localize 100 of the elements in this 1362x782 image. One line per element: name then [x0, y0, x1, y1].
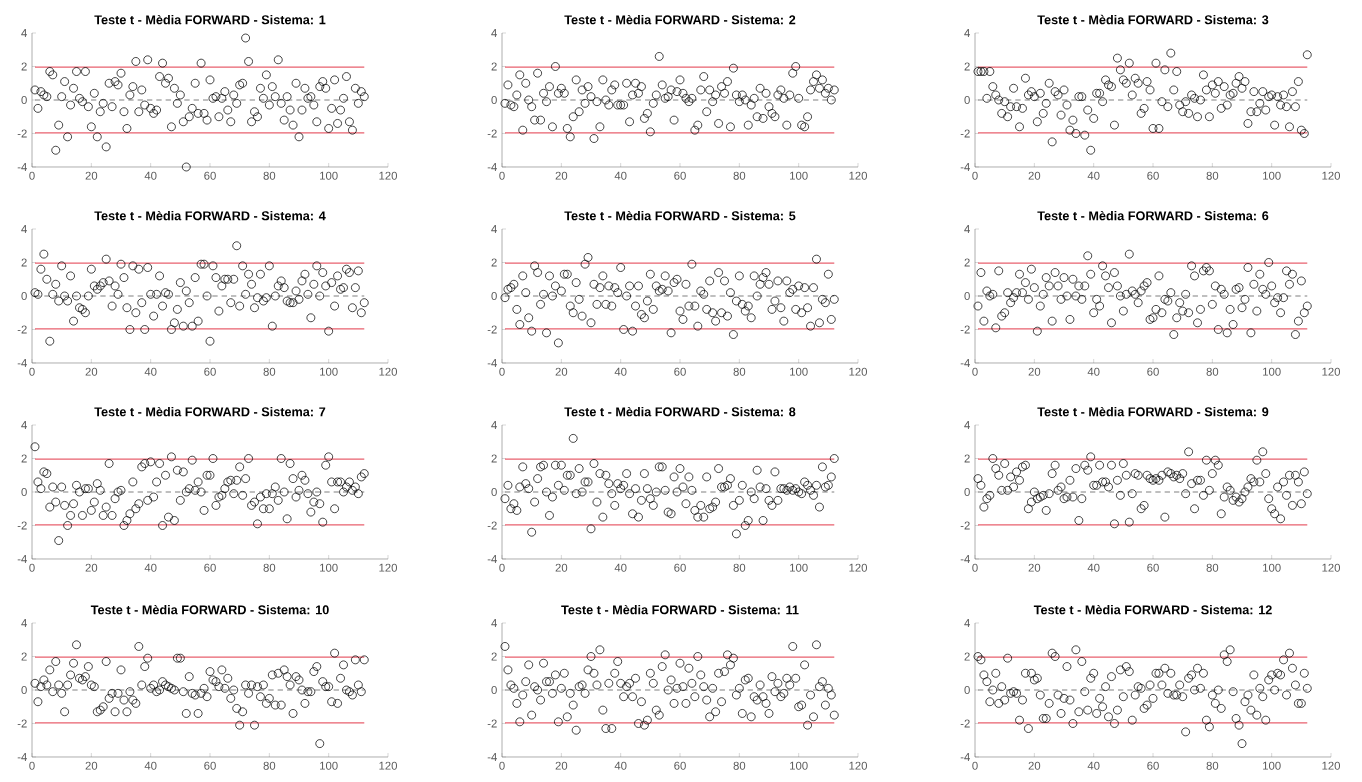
- x-tick-label: 80: [733, 367, 746, 376]
- chart-title: Teste t - Mèdia FORWARD - Sistema: 5: [564, 210, 796, 221]
- chart-title: Teste t - Mèdia FORWARD - Sistema: 12: [1033, 604, 1272, 615]
- y-tick-label: -4: [487, 163, 497, 171]
- y-tick-label: 2: [964, 258, 970, 267]
- x-tick-label: 20: [85, 563, 98, 572]
- x-tick-label: 80: [1206, 367, 1219, 376]
- x-tick-label: 60: [204, 761, 216, 770]
- x-tick-label: 80: [263, 367, 276, 376]
- y-tick-label: 0: [491, 686, 497, 695]
- x-tick-label: 100: [320, 367, 338, 376]
- x-tick-label: 40: [1087, 761, 1100, 770]
- x-tick-label: 40: [1087, 367, 1100, 376]
- y-tick-label: 0: [21, 488, 27, 496]
- x-tick-label: 40: [614, 761, 627, 770]
- y-tick-label: -2: [487, 521, 497, 530]
- x-tick-label: 40: [1087, 563, 1100, 572]
- x-tick-label: 0: [29, 367, 35, 376]
- x-tick-label: 80: [733, 171, 746, 180]
- x-tick-label: 120: [379, 563, 398, 572]
- x-tick-label: 20: [1028, 171, 1041, 180]
- x-tick-label: 60: [1147, 563, 1159, 572]
- y-tick-label: 2: [21, 454, 27, 463]
- x-tick-label: 40: [144, 171, 157, 180]
- y-tick-label: 4: [21, 225, 27, 233]
- x-tick-label: 20: [85, 367, 98, 376]
- x-tick-label: 100: [790, 761, 808, 770]
- chart-title: Teste t - Mèdia FORWARD - Sistema: 3: [1037, 14, 1269, 25]
- y-tick-label: 2: [491, 62, 497, 71]
- y-tick-label: 4: [491, 619, 497, 627]
- x-tick-label: 100: [1263, 761, 1281, 770]
- y-tick-label: 0: [21, 291, 27, 300]
- y-tick-label: -2: [17, 719, 27, 728]
- x-tick-label: 60: [204, 171, 216, 180]
- y-tick-label: 0: [964, 686, 970, 695]
- y-tick-label: 2: [491, 652, 497, 661]
- x-tick-label: 20: [85, 171, 98, 180]
- x-tick-label: 120: [1322, 171, 1341, 180]
- chart-title: Teste t - Mèdia FORWARD - Sistema: 4: [94, 210, 326, 221]
- x-tick-label: 60: [1147, 367, 1159, 376]
- y-tick-label: 4: [964, 29, 970, 37]
- x-tick-label: 20: [1028, 761, 1041, 770]
- x-tick-label: 60: [674, 171, 686, 180]
- x-tick-label: 40: [614, 367, 627, 376]
- x-tick-label: 60: [674, 367, 686, 376]
- y-tick-label: -2: [17, 129, 27, 138]
- y-tick-label: 2: [964, 454, 970, 463]
- x-tick-label: 120: [849, 171, 868, 180]
- x-tick-label: 80: [1206, 761, 1219, 770]
- x-tick-label: 20: [1028, 367, 1041, 376]
- y-tick-label: -2: [960, 521, 970, 530]
- y-tick-label: -4: [17, 555, 27, 563]
- x-tick-label: 120: [379, 171, 398, 180]
- x-tick-label: 0: [499, 563, 505, 572]
- y-tick-label: -2: [960, 719, 970, 728]
- y-tick-label: 2: [964, 62, 970, 71]
- y-tick-label: 0: [21, 95, 27, 104]
- x-tick-label: 100: [790, 171, 808, 180]
- x-tick-label: 120: [379, 367, 398, 376]
- x-tick-label: 60: [204, 367, 216, 376]
- x-tick-label: 80: [263, 761, 276, 770]
- x-tick-label: 20: [555, 563, 568, 572]
- x-tick-label: 120: [1322, 761, 1341, 770]
- y-tick-label: 2: [491, 258, 497, 267]
- chart-title: Teste t - Mèdia FORWARD - Sistema: 6: [1037, 210, 1269, 221]
- x-tick-label: 20: [555, 761, 568, 770]
- y-tick-label: 0: [491, 291, 497, 300]
- y-tick-label: -4: [487, 753, 497, 761]
- y-tick-label: -4: [17, 163, 27, 171]
- x-tick-label: 120: [1322, 367, 1341, 376]
- x-tick-label: 0: [499, 761, 505, 770]
- x-tick-label: 20: [1028, 563, 1041, 572]
- y-tick-label: 4: [491, 421, 497, 429]
- y-tick-label: 2: [964, 652, 970, 661]
- x-tick-label: 40: [1087, 171, 1100, 180]
- chart-title: Teste t - Mèdia FORWARD - Sistema: 7: [94, 406, 326, 417]
- y-tick-label: -4: [17, 359, 27, 367]
- x-tick-label: 20: [85, 761, 98, 770]
- x-tick-label: 60: [1147, 171, 1159, 180]
- y-tick-label: 4: [21, 421, 27, 429]
- y-tick-label: -4: [487, 359, 497, 367]
- y-tick-label: 4: [491, 225, 497, 233]
- y-tick-label: 4: [21, 619, 27, 627]
- y-tick-label: 0: [964, 488, 970, 496]
- chart-title: Teste t - Mèdia FORWARD - Sistema: 1: [94, 14, 326, 25]
- x-tick-label: 60: [204, 563, 216, 572]
- y-tick-label: 2: [21, 258, 27, 267]
- x-tick-label: 0: [499, 367, 505, 376]
- y-tick-label: 4: [964, 619, 970, 627]
- y-tick-label: -4: [960, 555, 970, 563]
- y-tick-label: -4: [487, 555, 497, 563]
- y-tick-label: -2: [960, 325, 970, 334]
- x-tick-label: 60: [1147, 761, 1159, 770]
- x-tick-label: 0: [29, 171, 35, 180]
- x-tick-label: 40: [614, 563, 627, 572]
- y-tick-label: -4: [960, 753, 970, 761]
- y-tick-label: 0: [964, 95, 970, 104]
- x-tick-label: 80: [263, 563, 276, 572]
- x-tick-label: 80: [733, 761, 746, 770]
- y-tick-label: -4: [960, 359, 970, 367]
